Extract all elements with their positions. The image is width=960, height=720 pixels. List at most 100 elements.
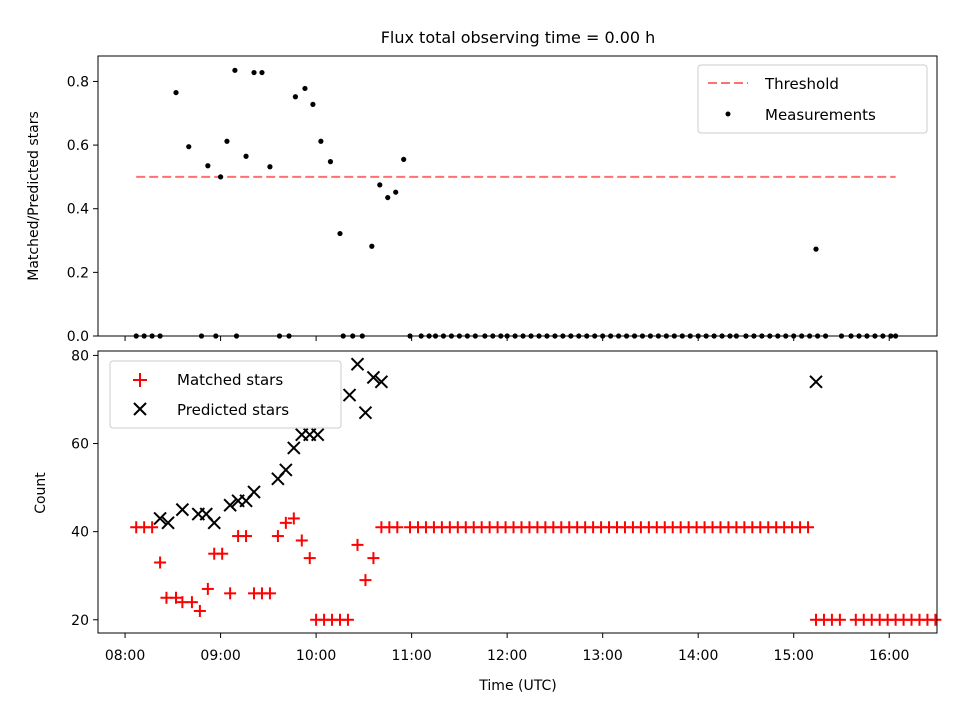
x-tick-label: 11:00 [391, 648, 431, 664]
x-tick-label: 12:00 [487, 648, 527, 664]
measurement-point [267, 164, 273, 170]
measurement-point [318, 138, 324, 144]
bottom-y-tick-label: 40 [71, 525, 89, 541]
matched-star-point [833, 613, 846, 626]
x-tick-label: 16:00 [869, 648, 909, 664]
measurement-point [377, 182, 383, 188]
matched-star-point [263, 587, 276, 600]
bottom-legend: Matched stars Predicted stars [109, 360, 342, 429]
predicted-star-point [175, 502, 190, 517]
measurement-point [302, 85, 308, 92]
predicted-star-point [374, 375, 389, 389]
measurement-point [385, 194, 391, 201]
matched-star-point [802, 521, 815, 534]
measurement-point [327, 159, 334, 165]
top-y-tick-label: 0.2 [67, 265, 89, 281]
matched-star-point [279, 516, 292, 529]
predicted-star-point [287, 441, 301, 455]
measurement-point [224, 138, 230, 144]
measurement-point [813, 246, 819, 252]
matched-star-point [271, 530, 284, 543]
top-y-tick-label: 0.0 [67, 329, 89, 345]
bottom-y-tick-label: 60 [71, 437, 89, 453]
measurement-point [292, 94, 299, 100]
measurement-point [243, 153, 249, 159]
measurement-point [217, 174, 224, 180]
matched-star-point [224, 587, 237, 600]
predicted-star-point [223, 498, 237, 512]
bottom-y-tick-label: 20 [71, 613, 89, 629]
x-tick-label: 13:00 [582, 648, 622, 664]
legend-matched-marker [133, 373, 147, 387]
predicted-star-point [310, 428, 325, 442]
predicted-star-point [207, 516, 221, 530]
matched-star-point [303, 552, 316, 565]
matched-star-point [367, 552, 380, 565]
bottom-legend-box [109, 360, 342, 429]
predicted-star-point [358, 405, 373, 420]
top-legend-box [697, 64, 928, 134]
matched-star-point [185, 596, 198, 609]
measurement-point [186, 144, 192, 150]
top-y-axis-label: Matched/Predicted stars [26, 111, 42, 281]
matched-star-point [240, 530, 253, 543]
matched-star-point [351, 538, 364, 551]
x-tick-label: 14:00 [678, 648, 718, 664]
predicted-star-point [350, 357, 365, 371]
predicted-star-point [342, 388, 357, 402]
bottom-y-axis-label: Count [33, 472, 49, 514]
measurement-point [205, 163, 211, 169]
top-axes-frame [97, 55, 938, 337]
measurement-point [337, 230, 343, 237]
top-axis-ticks: 0.0 0.2 0.4 0.6 0.8 [67, 74, 890, 345]
legend-threshold-label: Threshold [764, 75, 839, 93]
matched-star-point [216, 547, 229, 560]
x-tick-label: 15:00 [774, 648, 814, 664]
legend-predicted-label: Predicted stars [177, 401, 289, 419]
measurement-point [401, 156, 407, 163]
legend-measurements-label: Measurements [765, 106, 876, 124]
measurement-point [173, 89, 179, 96]
predicted-star-point [809, 375, 823, 389]
predicted-star-point [279, 463, 293, 477]
bottom-axis-ticks: 20 40 60 80 08:00 09:00 10:00 11:00 12:00 13:00 14… [71, 348, 909, 664]
measurement-point [310, 101, 316, 107]
legend-predicted-marker [133, 402, 147, 416]
top-y-tick-label: 0.4 [67, 202, 89, 218]
bottom-y-tick-label: 80 [71, 348, 89, 364]
bottom-axes-frame [97, 350, 938, 634]
measurement-point [232, 67, 238, 73]
matched-star-point [359, 574, 372, 587]
top-legend: Threshold Measurements [697, 64, 928, 134]
measurement-point [259, 69, 265, 76]
top-panel: 0.00.20.40.60.8 Matched/Predicted stars … [26, 55, 938, 345]
measurement-point [251, 69, 257, 76]
matched-star-point [170, 591, 183, 604]
matched-star-point [929, 613, 942, 626]
x-tick-label: 09:00 [200, 648, 240, 664]
legend-measurements-marker [725, 111, 731, 117]
matched-star-point [146, 521, 159, 534]
matched-star-point [341, 613, 354, 626]
bottom-marks [130, 357, 942, 626]
bottom-panel: 20 40 60 80 08:00 09:00 10:00 11:00 12:00 13:00 14… [33, 348, 942, 694]
x-axis-label: Time (UTC) [478, 678, 556, 694]
predicted-star-point [153, 511, 167, 526]
top-y-tick-label: 0.8 [67, 74, 89, 90]
matched-star-point [154, 556, 167, 569]
legend-matched-label: Matched stars [177, 371, 283, 389]
x-tick-label: 10:00 [296, 648, 336, 664]
measurement-point [369, 243, 375, 249]
figure-title: Flux total observing time = 0.00 h [381, 28, 656, 47]
x-tick-label: 08:00 [105, 648, 145, 664]
measurement-point [393, 189, 399, 195]
predicted-star-point [366, 370, 381, 385]
predicted-star-point [247, 485, 261, 499]
top-y-tick-label: 0.6 [67, 138, 89, 154]
matched-star-point [287, 512, 300, 525]
matched-star-point [201, 582, 214, 595]
predicted-star-point [161, 516, 175, 530]
matched-star-point [391, 521, 404, 534]
matched-star-point [295, 534, 308, 547]
